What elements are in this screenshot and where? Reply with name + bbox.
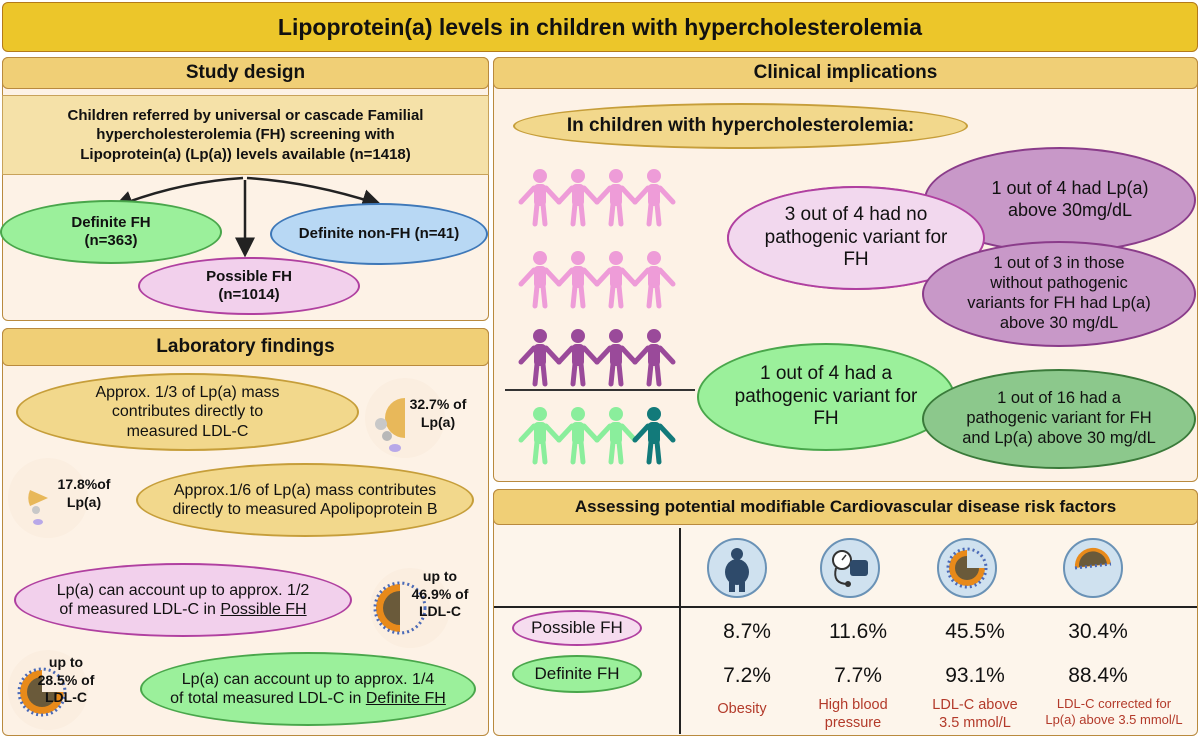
variant-ellipse: 1 out of 4 had a pathogenic variant for … xyxy=(697,343,955,451)
lipoprotein-icon-3 xyxy=(370,568,450,648)
risk-horizontal-divider xyxy=(494,606,1197,608)
ldl-corrected-icon xyxy=(1063,538,1123,598)
lipoprotein-particle-icon xyxy=(28,490,48,525)
person-icon xyxy=(632,407,676,465)
possible-fh-underlined: Possible FH xyxy=(220,601,307,618)
person-icon xyxy=(556,329,600,387)
person-icon xyxy=(594,251,638,309)
ldl-corrected-label: LDL-C corrected for Lp(a) above 3.5 mmol… xyxy=(1045,696,1183,728)
no-variant-lpa-ellipse: 1 out of 3 in those without pathogenic v… xyxy=(922,241,1196,347)
person-icon xyxy=(632,251,676,309)
finding-ldl-mass-ellipse: Approx. 1/3 of Lp(a) mass contributes di… xyxy=(16,373,359,451)
study-intro-line: Children referred by universal or cascad… xyxy=(67,106,424,124)
ldl-label: LDL-C above 3.5 mmol/L xyxy=(932,697,1018,732)
possible-fh-row-label: Possible FH xyxy=(512,610,642,646)
person-icon xyxy=(556,407,600,465)
lipoprotein-icon-1 xyxy=(365,378,445,458)
lipoprotein-particle-icon xyxy=(375,398,405,452)
lipoprotein-icon-4 xyxy=(8,650,88,730)
people-figures xyxy=(505,169,695,465)
person-icon xyxy=(518,329,562,387)
finding-4-pct: up to 28.5% of LDL-C xyxy=(37,654,95,705)
study-intro-line: Lipoprotein(a) (Lp(a)) levels available … xyxy=(80,145,411,163)
page-title: Lipoprotein(a) levels in children with h… xyxy=(277,13,923,40)
possible-ldl-corrected-value: 30.4% xyxy=(1068,620,1128,643)
finding-3-pct: up to 46.9% of LDL-C xyxy=(411,568,469,619)
variant-lpa-ellipse: 1 out of 16 had a pathogenic variant for… xyxy=(922,369,1196,469)
lipoprotein-particle-icon xyxy=(17,667,67,717)
obesity-icon xyxy=(707,538,767,598)
finding-definite-fh-ellipse: Lp(a) can account up to approx. 1/4 of t… xyxy=(140,652,476,726)
possible-fh-ellipse: Possible FH (n=1014) xyxy=(138,257,360,315)
person-icon xyxy=(632,329,676,387)
bp-label: High blood pressure xyxy=(818,697,888,732)
person-icon xyxy=(518,407,562,465)
definite-ldl-value: 93.1% xyxy=(945,664,1005,687)
finding-2-pct: 17.8%of Lp(a) xyxy=(57,476,111,510)
definite-fh-ellipse: Definite FH (n=363) xyxy=(0,200,222,264)
finding-1-pct: 32.7% of Lp(a) xyxy=(409,396,467,430)
finding-possible-fh-ellipse: Lp(a) can account up to approx. 1/2 of m… xyxy=(14,563,352,637)
possible-obesity-value: 8.7% xyxy=(723,620,771,643)
possible-ldl-value: 45.5% xyxy=(945,620,1005,643)
blood-pressure-icon xyxy=(820,538,880,598)
risk-vertical-divider xyxy=(679,528,681,734)
person-icon xyxy=(518,169,562,227)
person-icon xyxy=(556,169,600,227)
clinical-intro-ellipse: In children with hypercholesterolemia: xyxy=(513,103,968,149)
person-icon xyxy=(556,251,600,309)
definite-fh-row-label: Definite FH xyxy=(512,655,642,693)
study-design-header: Study design xyxy=(2,57,489,89)
finding-apob-ellipse: Approx.1/6 of Lp(a) mass contributes dir… xyxy=(136,463,474,537)
definite-bp-value: 7.7% xyxy=(834,664,882,687)
definite-fh-underlined: Definite FH xyxy=(365,690,446,707)
person-icon xyxy=(632,169,676,227)
lipoprotein-icon-2 xyxy=(8,458,88,538)
lab-findings-header: Laboratory findings xyxy=(2,328,489,366)
person-icon xyxy=(594,329,638,387)
clinical-header: Clinical implications xyxy=(493,57,1198,89)
ldl-particle-icon xyxy=(937,538,997,598)
definite-obesity-value: 7.2% xyxy=(723,664,771,687)
definite-ldl-corrected-value: 88.4% xyxy=(1068,664,1128,687)
title-bar: Lipoprotein(a) levels in children with h… xyxy=(2,2,1198,52)
risk-header: Assessing potential modifiable Cardiovas… xyxy=(493,489,1198,525)
person-icon xyxy=(594,407,638,465)
study-intro-box: Children referred by universal or cascad… xyxy=(2,95,489,175)
person-icon xyxy=(518,251,562,309)
lipoprotein-particle-icon xyxy=(373,581,427,635)
study-intro-line: hypercholesterolemia (FH) screening with xyxy=(96,126,395,144)
definite-non-fh-ellipse: Definite non-FH (n=41) xyxy=(270,203,488,265)
obesity-label: Obesity xyxy=(717,701,767,717)
person-icon xyxy=(594,169,638,227)
possible-bp-value: 11.6% xyxy=(829,620,887,643)
